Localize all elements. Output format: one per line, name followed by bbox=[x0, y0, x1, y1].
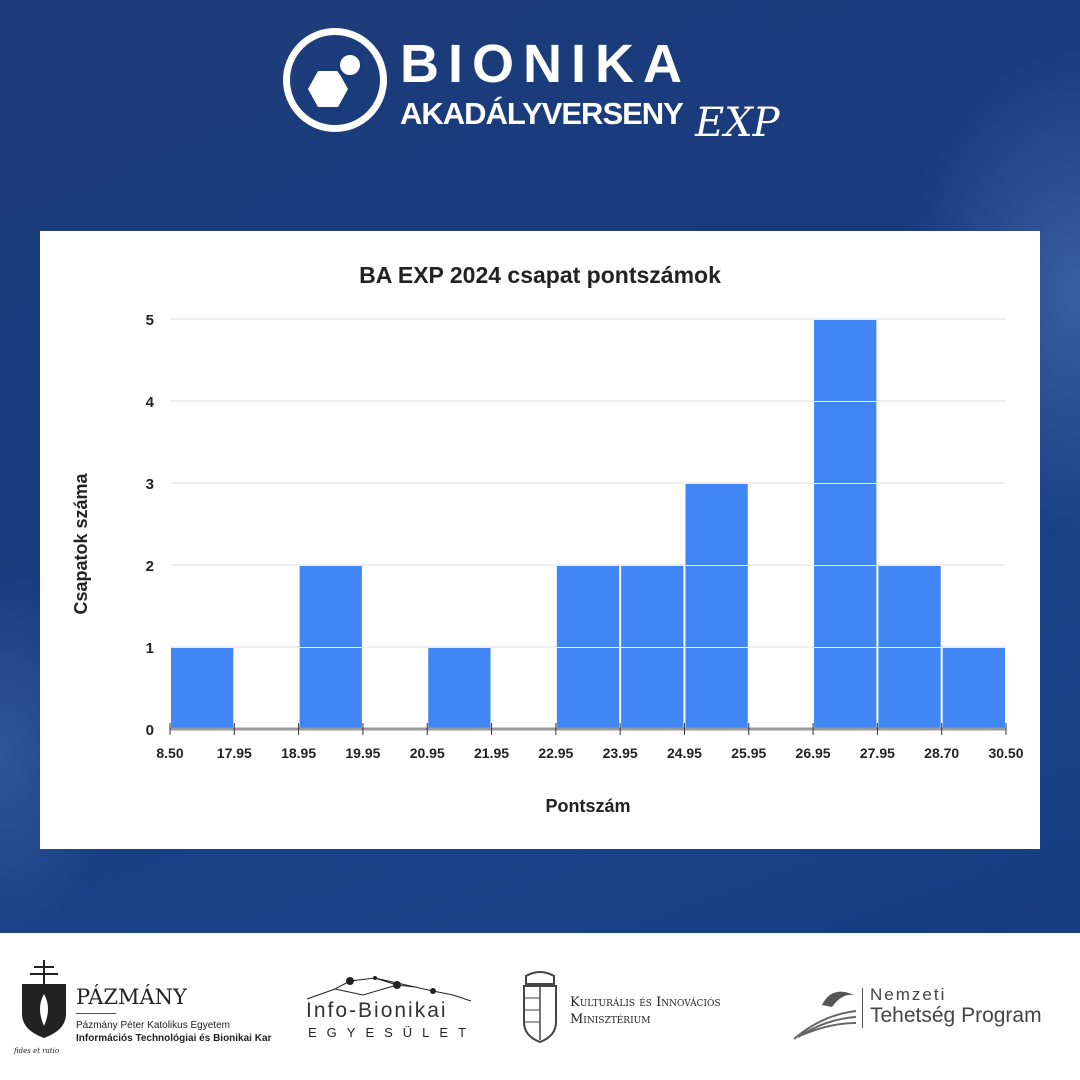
logo-ring-icon bbox=[283, 28, 387, 132]
histogram-bar-11 bbox=[878, 648, 941, 729]
y-tick-label: 4 bbox=[146, 394, 155, 411]
histogram-bar-10 bbox=[814, 484, 877, 565]
histogram-bar-8 bbox=[685, 648, 748, 729]
y-tick-label: 1 bbox=[146, 640, 154, 657]
y-tick-label: 2 bbox=[146, 558, 154, 575]
x-tick-label: 17.95 bbox=[217, 745, 252, 761]
y-axis-label: Csapatok száma bbox=[71, 472, 91, 614]
histogram-bar-6 bbox=[556, 648, 620, 729]
chart-panel: BA EXP 2024 csapat pontszámok Csapatok s… bbox=[40, 231, 1040, 849]
y-tick-label: 0 bbox=[146, 722, 154, 739]
brand-line1: BIONIKA bbox=[400, 34, 691, 94]
divider bbox=[862, 988, 863, 1028]
x-tick-label: 24.95 bbox=[667, 745, 702, 761]
pazmany-line2: Információs Technológiai és Bionikai Kar bbox=[76, 1033, 272, 1044]
histogram-bar-6 bbox=[556, 566, 620, 647]
x-tick-label: 25.95 bbox=[731, 745, 766, 761]
histogram-bar-2 bbox=[299, 648, 362, 729]
pazmany-name: PÁZMÁNY bbox=[76, 985, 187, 1009]
histogram-bar-11 bbox=[878, 566, 941, 647]
sponsor-footer: PÁZMÁNY Pázmány Péter Katolikus Egyetem … bbox=[0, 933, 1080, 1080]
bionika-logo: BIONIKA AKADÁLYVERSENY EXP bbox=[283, 28, 783, 168]
ntp-line2: Tehetség Program bbox=[870, 1004, 1042, 1027]
histogram-bar-7 bbox=[621, 648, 684, 729]
ntp-wave-icon bbox=[793, 991, 857, 1040]
histogram-bar-8 bbox=[685, 566, 748, 647]
histogram-chart: BA EXP 2024 csapat pontszámok Csapatok s… bbox=[71, 262, 1024, 816]
histogram-bar-10 bbox=[814, 566, 877, 647]
x-tick-label: 20.95 bbox=[410, 745, 445, 761]
histogram-bar-7 bbox=[621, 566, 684, 647]
histogram-bar-4 bbox=[428, 648, 491, 729]
infobionikai-sub: EGYESÜLET bbox=[308, 1025, 477, 1040]
x-tick-label: 22.95 bbox=[538, 745, 573, 761]
histogram-bar-10 bbox=[814, 320, 877, 401]
x-tick-label: 30.50 bbox=[988, 745, 1023, 761]
brand-suffix: EXP bbox=[695, 100, 780, 146]
histogram-bar-2 bbox=[299, 566, 362, 647]
hungarian-coat-of-arms-icon bbox=[523, 971, 557, 1044]
ntp-line1: Nemzeti bbox=[870, 985, 947, 1004]
x-tick-label: 28.70 bbox=[924, 745, 959, 761]
x-tick-label: 27.95 bbox=[860, 745, 895, 761]
x-tick-label: 21.95 bbox=[474, 745, 509, 761]
histogram-bar-12 bbox=[942, 648, 1005, 729]
brand-line2: AKADÁLYVERSENY bbox=[400, 96, 684, 131]
x-axis-label: Pontszám bbox=[545, 796, 630, 816]
x-tick-label: 8.50 bbox=[156, 745, 183, 761]
x-tick-label: 18.95 bbox=[281, 745, 316, 761]
y-tick-label: 5 bbox=[146, 312, 154, 329]
y-tick-label: 3 bbox=[146, 476, 154, 493]
chart-title: BA EXP 2024 csapat pontszámok bbox=[359, 262, 721, 288]
infobionikai-name: Info-Bionikai bbox=[306, 999, 448, 1022]
histogram-bar-10 bbox=[814, 402, 877, 483]
ministry-line2: Minisztérium bbox=[570, 1012, 651, 1027]
pazmany-crest-icon bbox=[22, 960, 66, 1038]
x-tick-label: 26.95 bbox=[796, 745, 831, 761]
histogram-bar-8 bbox=[685, 484, 748, 565]
x-tick-label: 23.95 bbox=[603, 745, 638, 761]
network-icon bbox=[306, 976, 472, 1002]
x-tick-label: 19.95 bbox=[345, 745, 380, 761]
histogram-bar-10 bbox=[814, 648, 877, 729]
divider bbox=[76, 1013, 116, 1014]
pazmany-motto: fides et ratio bbox=[14, 1047, 60, 1055]
pazmany-line1: Pázmány Péter Katolikus Egyetem bbox=[76, 1020, 230, 1031]
histogram-bar-0 bbox=[171, 648, 234, 729]
ministry-line1: Kulturális és Innovációs bbox=[570, 995, 721, 1010]
